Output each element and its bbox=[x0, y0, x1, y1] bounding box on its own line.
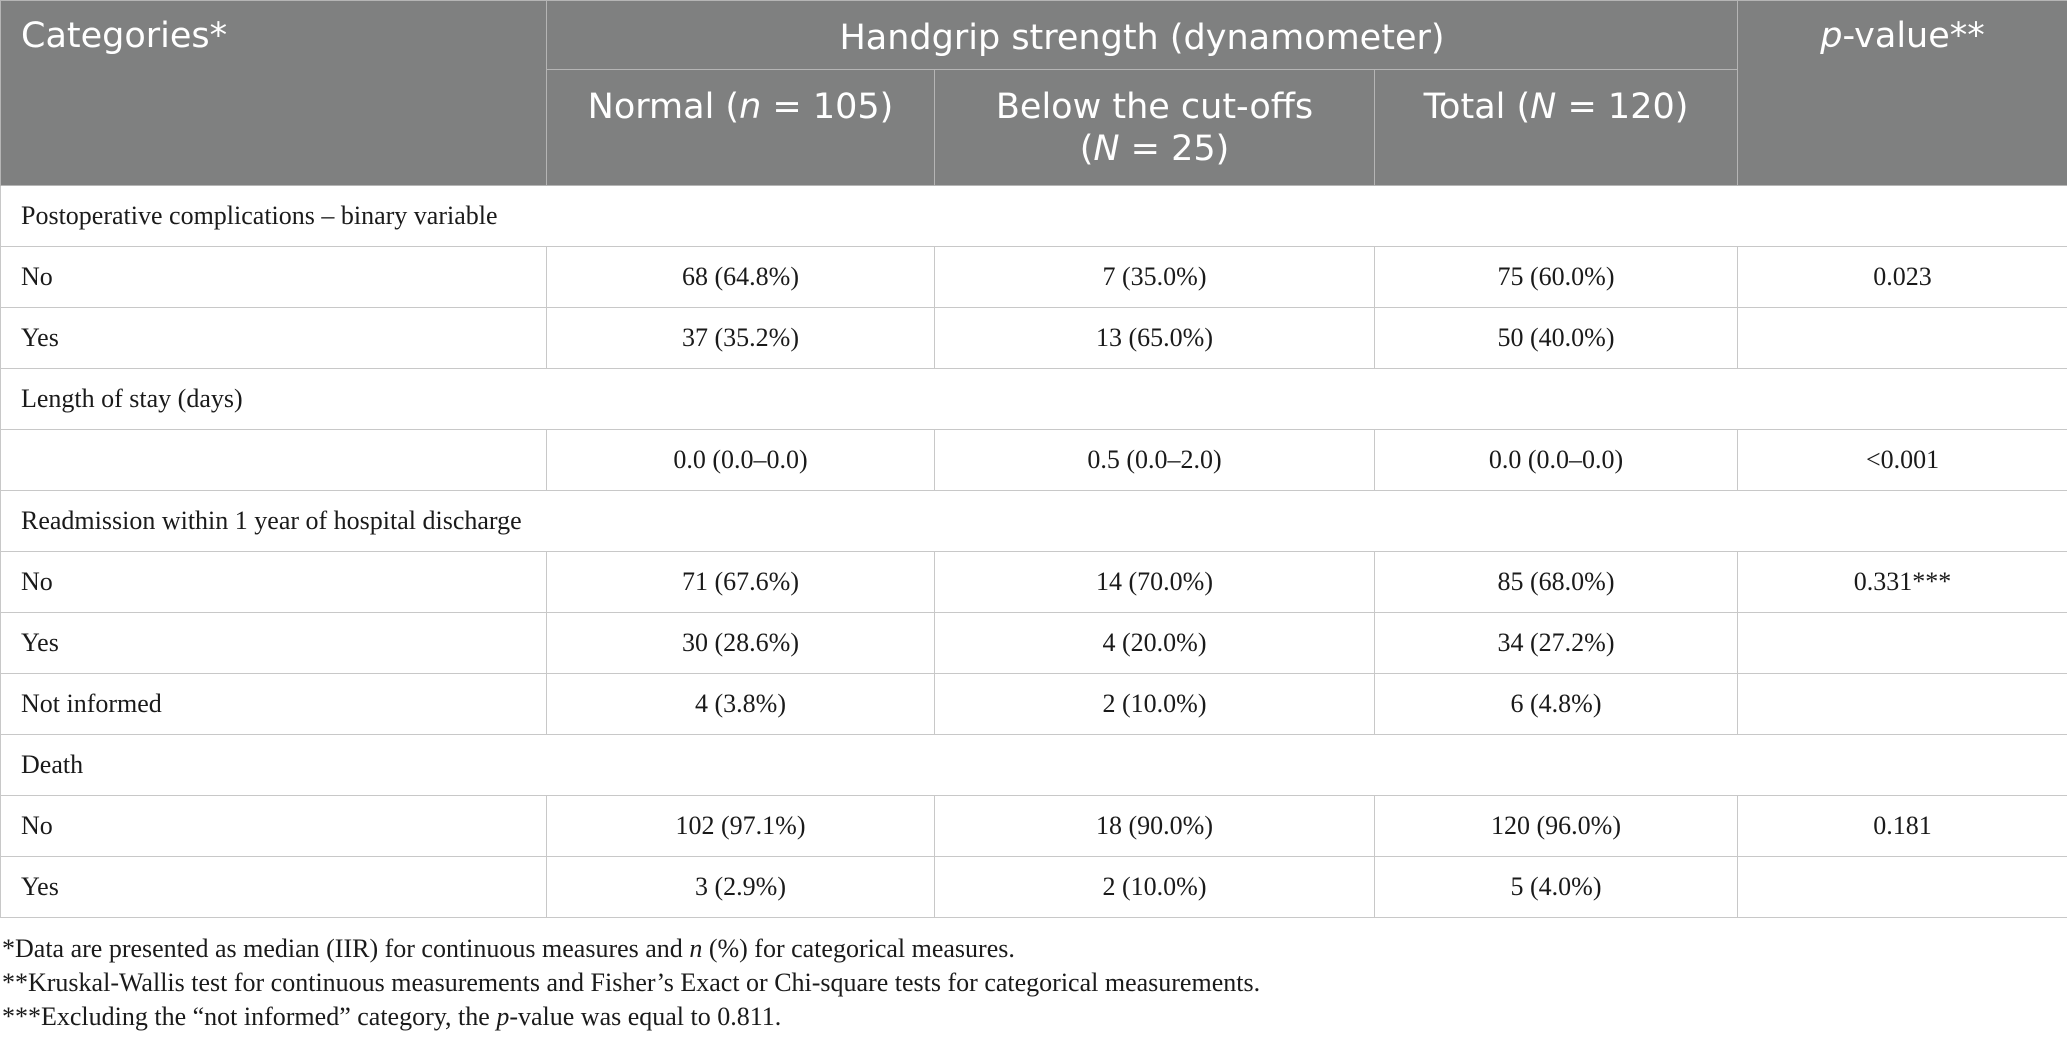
cell-below-cutoffs: 7 (35.0%) bbox=[934, 246, 1375, 308]
cell-p-value bbox=[1737, 612, 2067, 674]
footnote-2: **Kruskal-Wallis test for continuous mea… bbox=[2, 968, 1261, 997]
cell-below-cutoffs: 2 (10.0%) bbox=[934, 856, 1375, 918]
section-row: Readmission within 1 year of hospital di… bbox=[0, 490, 2067, 552]
footnote-1-b: (%) for categorical measures. bbox=[702, 934, 1015, 963]
header-p-italic: p bbox=[1820, 16, 1843, 56]
cell-p-value bbox=[1737, 673, 2067, 735]
header-normal-post: = 105) bbox=[761, 87, 894, 127]
cell-normal: 71 (67.6%) bbox=[546, 551, 935, 613]
header-total-n: N bbox=[1530, 87, 1557, 127]
section-row: Death bbox=[0, 734, 2067, 796]
header-p-rest: -value** bbox=[1842, 16, 1985, 56]
row-label: Yes bbox=[0, 612, 547, 674]
row-label bbox=[0, 429, 547, 491]
header-handgrip-strength: Handgrip strength (dynamometer) bbox=[545, 0, 1739, 70]
results-table-container: Categories* Handgrip strength (dynamomet… bbox=[0, 0, 2067, 918]
section-label: Readmission within 1 year of hospital di… bbox=[0, 490, 2067, 552]
table-row: No 102 (97.1%) 18 (90.0%) 120 (96.0%) 0.181 bbox=[0, 795, 2067, 857]
cell-normal: 30 (28.6%) bbox=[546, 612, 935, 674]
table-row: Yes 30 (28.6%) 4 (20.0%) 34 (27.2%) bbox=[0, 612, 2067, 674]
footnote-1: *Data are presented as median (IIR) for … bbox=[0, 932, 2067, 966]
section-label: Death bbox=[0, 734, 2067, 796]
header-p-value: p-value** bbox=[1737, 0, 2067, 186]
header-below-line1: Below the cut-offs bbox=[995, 87, 1314, 127]
cell-total: 50 (40.0%) bbox=[1373, 307, 1739, 369]
header-normal: Normal (n = 105) bbox=[546, 69, 935, 186]
header-below-n: N bbox=[1093, 129, 1120, 169]
footnote-3-b: -value was equal to 0.811. bbox=[509, 1002, 782, 1031]
footnote-1-a: *Data are presented as median (IIR) for … bbox=[2, 934, 690, 963]
cell-below-cutoffs: 4 (20.0%) bbox=[934, 612, 1375, 674]
cell-total: 85 (68.0%) bbox=[1373, 551, 1739, 613]
header-below-post: = 25) bbox=[1119, 129, 1230, 169]
table-header: Categories* Handgrip strength (dynamomet… bbox=[0, 0, 2067, 186]
cell-total: 75 (60.0%) bbox=[1373, 246, 1739, 308]
cell-total: 0.0 (0.0–0.0) bbox=[1373, 429, 1739, 491]
table-body: Postoperative complications – binary var… bbox=[0, 185, 2067, 918]
cell-below-cutoffs: 14 (70.0%) bbox=[934, 551, 1375, 613]
table-footnotes: *Data are presented as median (IIR) for … bbox=[0, 932, 2067, 1034]
footnote-3-p: p bbox=[496, 1002, 510, 1031]
cell-normal: 102 (97.1%) bbox=[546, 795, 935, 857]
cell-normal: 3 (2.9%) bbox=[546, 856, 935, 918]
footnote-1-n: n bbox=[689, 934, 703, 963]
header-below-pre: ( bbox=[1079, 129, 1094, 169]
cell-normal: 68 (64.8%) bbox=[546, 246, 935, 308]
row-label: Yes bbox=[0, 856, 547, 918]
table-row: 0.0 (0.0–0.0) 0.5 (0.0–2.0) 0.0 (0.0–0.0) <… bbox=[0, 429, 2067, 491]
cell-p-value: 0.023 bbox=[1737, 246, 2067, 308]
cell-below-cutoffs: 13 (65.0%) bbox=[934, 307, 1375, 369]
cell-normal: 37 (35.2%) bbox=[546, 307, 935, 369]
footnote-3: ***Excluding the “not informed” category… bbox=[0, 1000, 2067, 1034]
row-label: Not informed bbox=[0, 673, 547, 735]
cell-below-cutoffs: 18 (90.0%) bbox=[934, 795, 1375, 857]
section-row: Length of stay (days) bbox=[0, 368, 2067, 430]
cell-total: 120 (96.0%) bbox=[1373, 795, 1739, 857]
header-total-post: = 120) bbox=[1556, 87, 1689, 127]
cell-below-cutoffs: 2 (10.0%) bbox=[934, 673, 1375, 735]
table-row: Yes 3 (2.9%) 2 (10.0%) 5 (4.0%) bbox=[0, 856, 2067, 918]
cell-normal: 0.0 (0.0–0.0) bbox=[546, 429, 935, 491]
results-table: Categories* Handgrip strength (dynamomet… bbox=[0, 0, 2067, 918]
cell-total: 34 (27.2%) bbox=[1373, 612, 1739, 674]
header-normal-pre: Normal ( bbox=[587, 87, 740, 127]
section-label: Postoperative complications – binary var… bbox=[0, 185, 2067, 247]
cell-p-value bbox=[1737, 307, 2067, 369]
row-label: Yes bbox=[0, 307, 547, 369]
row-label: No bbox=[0, 795, 547, 857]
header-total-pre: Total ( bbox=[1423, 87, 1531, 127]
cell-total: 5 (4.0%) bbox=[1373, 856, 1739, 918]
section-label: Length of stay (days) bbox=[0, 368, 2067, 430]
table-row: Yes 37 (35.2%) 13 (65.0%) 50 (40.0%) bbox=[0, 307, 2067, 369]
table-row: No 71 (67.6%) 14 (70.0%) 85 (68.0%) 0.331*** bbox=[0, 551, 2067, 613]
cell-p-value: 0.331*** bbox=[1737, 551, 2067, 613]
header-below-cutoffs: Below the cut-offs (N = 25) bbox=[934, 69, 1375, 186]
header-normal-n: n bbox=[739, 87, 762, 127]
table-row: Not informed 4 (3.8%) 2 (10.0%) 6 (4.8%) bbox=[0, 673, 2067, 735]
header-categories: Categories* bbox=[0, 0, 547, 186]
cell-p-value: <0.001 bbox=[1737, 429, 2067, 491]
section-row: Postoperative complications – binary var… bbox=[0, 185, 2067, 247]
header-total: Total (N = 120) bbox=[1373, 69, 1739, 186]
table-row: No 68 (64.8%) 7 (35.0%) 75 (60.0%) 0.023 bbox=[0, 246, 2067, 308]
cell-below-cutoffs: 0.5 (0.0–2.0) bbox=[934, 429, 1375, 491]
cell-p-value: 0.181 bbox=[1737, 795, 2067, 857]
cell-normal: 4 (3.8%) bbox=[546, 673, 935, 735]
row-label: No bbox=[0, 246, 547, 308]
footnote-3-a: ***Excluding the “not informed” category… bbox=[2, 1002, 497, 1031]
row-label: No bbox=[0, 551, 547, 613]
cell-p-value bbox=[1737, 856, 2067, 918]
cell-total: 6 (4.8%) bbox=[1373, 673, 1739, 735]
